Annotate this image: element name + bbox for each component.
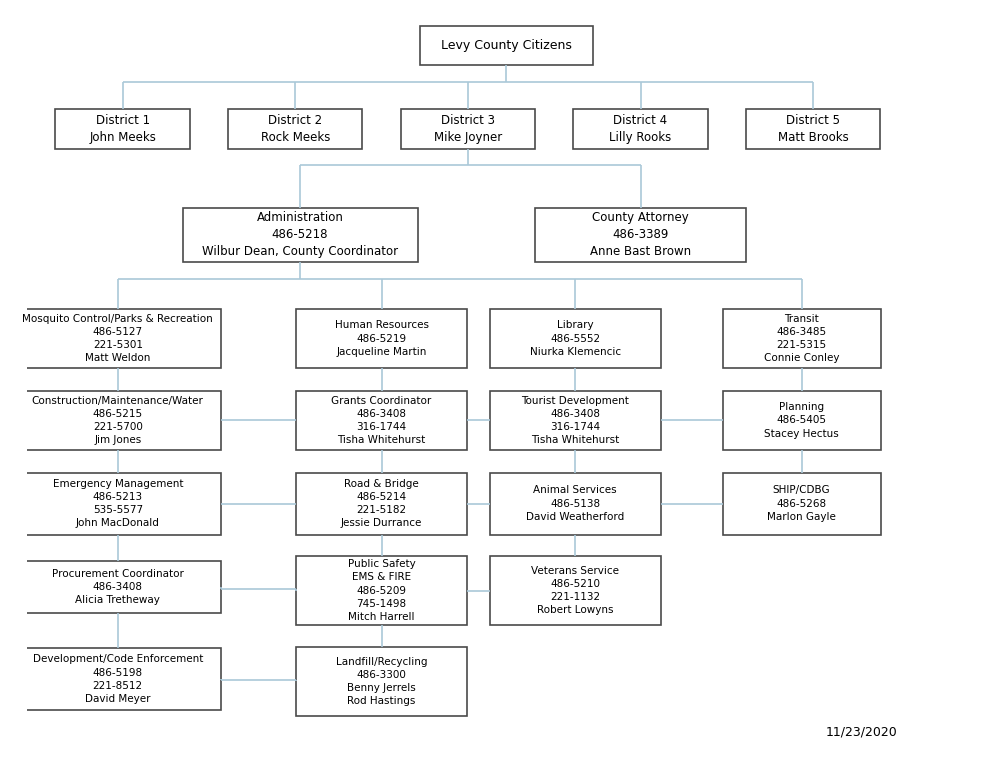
FancyBboxPatch shape — [296, 309, 467, 368]
FancyBboxPatch shape — [296, 646, 467, 716]
Text: 11/23/2020: 11/23/2020 — [826, 725, 897, 738]
FancyBboxPatch shape — [296, 473, 467, 535]
FancyBboxPatch shape — [535, 208, 746, 262]
FancyBboxPatch shape — [490, 556, 660, 626]
Text: District 4
Lilly Rooks: District 4 Lilly Rooks — [610, 114, 671, 144]
Text: SHIP/CDBG
486-5268
Marlon Gayle: SHIP/CDBG 486-5268 Marlon Gayle — [767, 485, 837, 522]
Text: Public Safety
EMS & FIRE
486-5209
745-1498
Mitch Harrell: Public Safety EMS & FIRE 486-5209 745-14… — [347, 559, 416, 622]
FancyBboxPatch shape — [420, 26, 593, 66]
FancyBboxPatch shape — [15, 561, 221, 613]
Text: Development/Code Enforcement
486-5198
221-8512
David Meyer: Development/Code Enforcement 486-5198 22… — [33, 654, 203, 704]
FancyBboxPatch shape — [296, 556, 467, 626]
FancyBboxPatch shape — [723, 391, 881, 450]
FancyBboxPatch shape — [228, 109, 362, 148]
FancyBboxPatch shape — [401, 109, 535, 148]
FancyBboxPatch shape — [490, 309, 660, 368]
FancyBboxPatch shape — [573, 109, 708, 148]
FancyBboxPatch shape — [490, 473, 660, 535]
Text: District 2
Rock Meeks: District 2 Rock Meeks — [260, 114, 330, 144]
FancyBboxPatch shape — [723, 473, 881, 535]
Text: Administration
486-5218
Wilbur Dean, County Coordinator: Administration 486-5218 Wilbur Dean, Cou… — [202, 211, 398, 259]
Text: Construction/Maintenance/Water
486-5215
221-5700
Jim Jones: Construction/Maintenance/Water 486-5215 … — [32, 396, 204, 445]
FancyBboxPatch shape — [55, 109, 190, 148]
Text: Landfill/Recycling
486-3300
Benny Jerrels
Rod Hastings: Landfill/Recycling 486-3300 Benny Jerrel… — [336, 656, 428, 706]
Text: District 3
Mike Joyner: District 3 Mike Joyner — [434, 114, 502, 144]
Text: Tourist Development
486-3408
316-1744
Tisha Whitehurst: Tourist Development 486-3408 316-1744 Ti… — [522, 396, 630, 445]
Text: Veterans Service
486-5210
221-1132
Robert Lowyns: Veterans Service 486-5210 221-1132 Rober… — [532, 566, 620, 615]
Text: District 1
John Meeks: District 1 John Meeks — [89, 114, 156, 144]
Text: Grants Coordinator
486-3408
316-1744
Tisha Whitehurst: Grants Coordinator 486-3408 316-1744 Tis… — [332, 396, 432, 445]
Text: District 5
Matt Brooks: District 5 Matt Brooks — [778, 114, 848, 144]
Text: Animal Services
486-5138
David Weatherford: Animal Services 486-5138 David Weatherfo… — [526, 485, 625, 522]
Text: Human Resources
486-5219
Jacqueline Martin: Human Resources 486-5219 Jacqueline Mart… — [335, 321, 429, 356]
FancyBboxPatch shape — [723, 309, 881, 368]
Text: Mosquito Control/Parks & Recreation
486-5127
221-5301
Matt Weldon: Mosquito Control/Parks & Recreation 486-… — [23, 314, 213, 363]
Text: Planning
486-5405
Stacey Hectus: Planning 486-5405 Stacey Hectus — [764, 402, 840, 438]
FancyBboxPatch shape — [15, 309, 221, 368]
Text: Procurement Coordinator
486-3408
Alicia Tretheway: Procurement Coordinator 486-3408 Alicia … — [51, 568, 184, 605]
Text: Emergency Management
486-5213
535-5577
John MacDonald: Emergency Management 486-5213 535-5577 J… — [52, 479, 183, 529]
Text: Library
486-5552
Niurka Klemencic: Library 486-5552 Niurka Klemencic — [530, 321, 621, 356]
Text: Road & Bridge
486-5214
221-5182
Jessie Durrance: Road & Bridge 486-5214 221-5182 Jessie D… — [341, 479, 423, 529]
FancyBboxPatch shape — [182, 208, 418, 262]
FancyBboxPatch shape — [15, 648, 221, 710]
FancyBboxPatch shape — [490, 391, 660, 450]
FancyBboxPatch shape — [296, 391, 467, 450]
FancyBboxPatch shape — [15, 473, 221, 535]
Text: Transit
486-3485
221-5315
Connie Conley: Transit 486-3485 221-5315 Connie Conley — [764, 314, 840, 363]
Text: Levy County Citizens: Levy County Citizens — [441, 39, 571, 52]
FancyBboxPatch shape — [746, 109, 880, 148]
Text: County Attorney
486-3389
Anne Bast Brown: County Attorney 486-3389 Anne Bast Brown — [590, 211, 691, 259]
FancyBboxPatch shape — [15, 391, 221, 450]
